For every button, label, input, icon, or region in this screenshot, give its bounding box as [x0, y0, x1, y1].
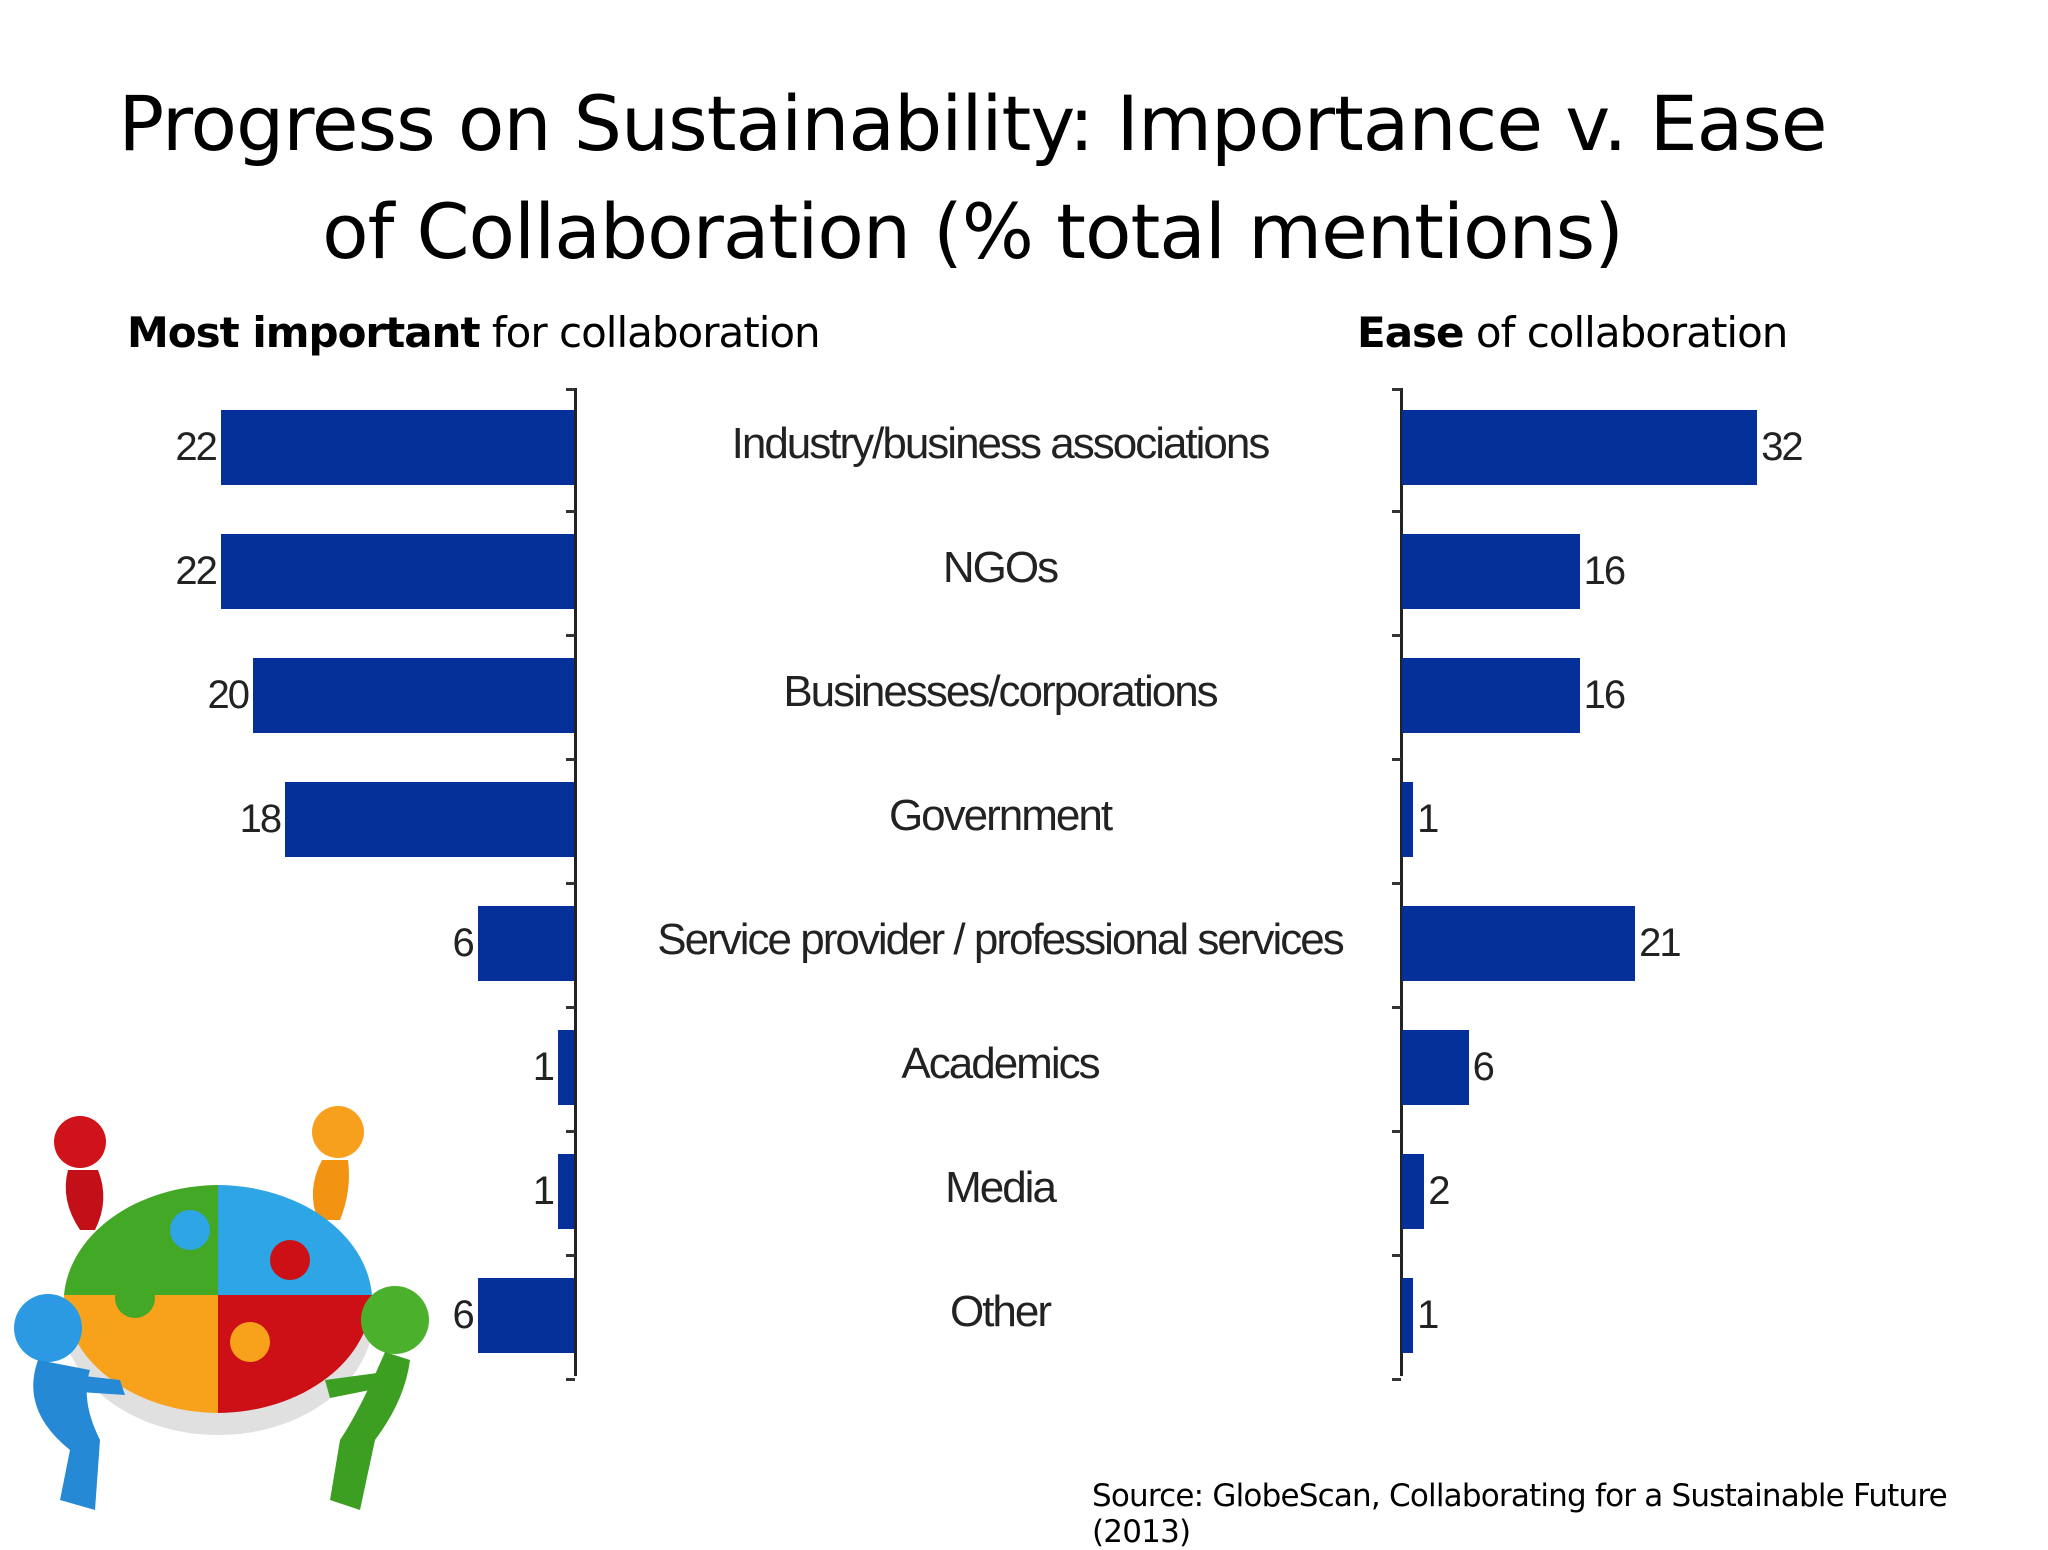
title-line-2: of Collaboration (% total mentions): [322, 187, 1624, 276]
left-axis-tick: [566, 1254, 575, 1257]
importance-value: 6: [452, 1293, 474, 1337]
left-axis-tick: [566, 882, 575, 885]
right-axis-tick: [1392, 758, 1401, 761]
importance-bar: [253, 658, 574, 733]
right-chart-heading: Ease of collaboration: [1357, 308, 1789, 357]
category-label: Government: [888, 791, 1113, 840]
importance-bar: [285, 782, 574, 857]
category-label: NGOs: [942, 543, 1059, 592]
left-axis-tick: [566, 634, 575, 637]
importance-bar: [220, 410, 574, 485]
ease-value: 2: [1428, 1169, 1450, 1213]
left-axis-tick: [566, 510, 575, 513]
importance-bar: [220, 534, 574, 609]
ease-bar: [1402, 906, 1636, 981]
left-heading-rest: for collaboration: [479, 308, 821, 357]
importance-bar: [477, 906, 574, 981]
right-axis-tick: [1392, 634, 1401, 637]
ease-bar: [1402, 658, 1580, 733]
importance-value: 22: [175, 549, 218, 593]
ease-value: 16: [1583, 673, 1626, 717]
ease-value: 32: [1761, 425, 1803, 469]
category-label: Industry/business associations: [731, 419, 1271, 468]
ease-value: 21: [1639, 921, 1681, 965]
importance-bar: [557, 1154, 574, 1229]
ease-value: 16: [1583, 549, 1626, 593]
left-axis-line: [574, 388, 577, 1376]
category-label: Service provider / professional services: [657, 915, 1344, 964]
importance-bar: [477, 1278, 574, 1353]
left-axis-tick: [566, 1006, 575, 1009]
ease-bar: [1402, 1030, 1469, 1105]
importance-value: 18: [239, 797, 283, 841]
right-axis-line: [1400, 388, 1403, 1376]
ease-value: 1: [1417, 797, 1439, 841]
right-heading-rest: of collaboration: [1463, 308, 1789, 357]
category-label: Businesses/corporations: [783, 667, 1218, 716]
importance-value: 22: [175, 425, 218, 469]
ease-bar: [1402, 782, 1414, 857]
right-axis-tick: [1392, 1130, 1401, 1133]
right-heading-bold: Ease: [1357, 308, 1465, 357]
ease-bar: [1402, 410, 1758, 485]
right-axis-tick: [1392, 388, 1401, 391]
importance-value: 1: [532, 1169, 555, 1213]
left-axis-tick: [566, 1378, 575, 1381]
right-axis-tick: [1392, 1254, 1401, 1257]
category-label: Academics: [901, 1039, 1100, 1088]
left-axis-tick: [566, 758, 575, 761]
source-citation: Source: GlobeScan, Collaborating for a S…: [1092, 1478, 1948, 1550]
right-axis-tick: [1392, 1006, 1401, 1009]
importance-value: 6: [452, 921, 474, 965]
ease-bar: [1402, 534, 1580, 609]
left-chart-heading: Most important for collaboration: [127, 308, 821, 357]
ease-value: 1: [1417, 1293, 1439, 1337]
right-axis-tick: [1392, 1378, 1401, 1381]
left-heading-bold: Most important: [127, 308, 481, 357]
importance-value: 20: [207, 673, 251, 717]
slide-title: Progress on Sustainability: Importance v…: [0, 70, 1945, 286]
ease-value: 6: [1472, 1045, 1495, 1089]
category-label: Other: [949, 1287, 1052, 1336]
category-label: Media: [945, 1163, 1057, 1212]
left-axis-tick: [566, 388, 575, 391]
importance-value: 1: [532, 1045, 555, 1089]
title-line-1: Progress on Sustainability: Importance v…: [118, 79, 1827, 168]
right-axis-tick: [1392, 882, 1401, 885]
importance-bar: [557, 1030, 574, 1105]
right-axis-tick: [1392, 510, 1401, 513]
ease-bar: [1402, 1154, 1425, 1229]
ease-bar: [1402, 1278, 1414, 1353]
left-axis-tick: [566, 1130, 575, 1133]
team-puzzle-icon: [14, 1106, 429, 1510]
